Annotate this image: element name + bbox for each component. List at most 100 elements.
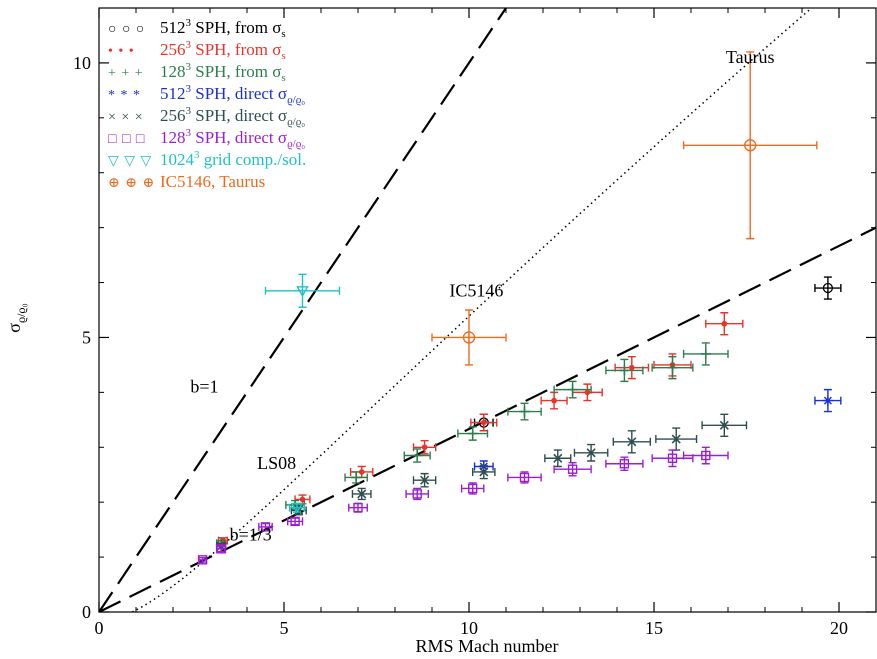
- legend-label-sup: 3: [186, 83, 192, 95]
- marker-dot: [629, 364, 635, 371]
- legend-label: 2563 SPH, direct σϱ/ϱ₀: [160, 105, 305, 128]
- y-axis-label-group: σϱ/ϱ₀: [4, 303, 28, 332]
- legend-label-sub: s: [281, 72, 285, 84]
- legend-label-rest: SPH, from σ: [191, 18, 281, 37]
- marker-square: [290, 516, 300, 527]
- error-bar: [215, 544, 227, 553]
- marker-plus: [700, 348, 711, 359]
- legend-label-main: 256: [160, 40, 186, 59]
- legend-symbols: • • •: [108, 44, 135, 59]
- legend: ○ ○ ○ 5123 SPH, from σs• • • 2563 SPH, fro…: [108, 17, 306, 191]
- error-bar: [460, 482, 485, 495]
- plot-frame: [98, 7, 877, 613]
- legend-label-rest: SPH, from σ: [191, 62, 281, 81]
- annotation-label: Taurus: [726, 47, 775, 67]
- legend-label-rest: SPH, direct σ: [191, 84, 287, 103]
- legend-label-sub: ϱ/ϱ₀: [287, 94, 305, 106]
- x-tick-label: 15: [645, 618, 663, 638]
- marker-square: [197, 555, 208, 565]
- legend-label-main: 1024: [160, 150, 195, 169]
- marker-square: [701, 450, 711, 461]
- reference-lines: [99, 8, 876, 612]
- marker-dot: [481, 419, 487, 426]
- error-bar: [651, 449, 694, 468]
- legend-label-sup: 3: [186, 105, 192, 117]
- legend-label-main: IC5146, Taurus: [160, 172, 265, 191]
- annotation-label: IC5146: [449, 280, 503, 300]
- marker-plus: [467, 428, 478, 439]
- legend-label-sup: 3: [194, 149, 200, 161]
- annotation-label: LS08: [257, 453, 296, 473]
- legend-symbols: * * *: [108, 88, 141, 103]
- legend-label-sup: 3: [186, 61, 192, 73]
- series-group: [197, 446, 729, 565]
- error-bar: [405, 487, 429, 501]
- marker-square: [519, 472, 530, 483]
- marker-cross: [479, 467, 489, 477]
- legend-label-main: 512: [160, 18, 186, 37]
- marker-dot: [584, 389, 591, 396]
- marker-cross: [357, 489, 367, 499]
- marker-square: [667, 453, 678, 463]
- marker-square: [468, 483, 478, 494]
- annotation-label: b=1: [190, 376, 218, 396]
- marker-plus: [412, 450, 423, 461]
- legend-label-main: 256: [160, 106, 186, 125]
- error-bar: [348, 502, 368, 513]
- marker-cross: [420, 475, 430, 485]
- marker-circleplus-cross: [463, 331, 475, 343]
- marker-dot: [299, 496, 306, 503]
- legend-label: IC5146, Taurus: [160, 172, 265, 191]
- marker-cross: [627, 437, 637, 447]
- marker-triangle: [296, 286, 309, 298]
- series-group: [473, 276, 842, 432]
- series-group: [473, 388, 842, 473]
- marker-circle: [822, 282, 834, 294]
- error-bar: [258, 522, 273, 531]
- marker-square: [260, 522, 271, 532]
- legend-label-main: 128: [160, 62, 186, 81]
- legend-label-sup: 3: [186, 17, 192, 29]
- marker-plus: [567, 384, 578, 395]
- marker-plus: [351, 472, 362, 483]
- legend-label-sup: 3: [186, 39, 192, 51]
- line-b-1-3: [99, 226, 876, 612]
- error-bar: [287, 517, 304, 526]
- marker-dot: [358, 469, 365, 475]
- axes: 0 5 10 15 20 0 5 10: [73, 7, 877, 638]
- marker-cross: [719, 420, 729, 430]
- series-group: [264, 273, 341, 515]
- legend-label-rest: grid comp./sol.: [200, 150, 307, 169]
- legend-label-sub: ϱ/ϱ₀: [287, 138, 305, 150]
- y-axis-label-main: σ: [4, 323, 24, 333]
- error-bar: [605, 456, 644, 472]
- marker-plus: [519, 406, 530, 417]
- y-axis-label: σϱ/ϱ₀: [4, 303, 28, 332]
- marker-dot: [721, 320, 728, 327]
- annotations: Taurus IC5146 b=1 LS08 b=1/3: [190, 47, 774, 545]
- x-axis-label: RMS Mach number: [416, 636, 559, 656]
- legend-label-rest: SPH, from σ: [191, 40, 281, 59]
- y-tick-label: 5: [82, 327, 91, 347]
- error-bar: [553, 461, 592, 477]
- marker-asterisk: [822, 395, 833, 406]
- error-bar: [814, 276, 842, 300]
- x-tick-label: 0: [95, 618, 104, 638]
- error-bar: [198, 555, 207, 564]
- marker-plus: [667, 362, 678, 373]
- legend-label: 5123 SPH, from σs: [160, 17, 286, 40]
- legend-label-main: 512: [160, 84, 186, 103]
- y-tick-label: 0: [82, 602, 91, 622]
- marker-dot: [551, 397, 557, 404]
- data-points: [197, 51, 842, 565]
- legend-symbols: ⊕ ⊕ ⊕: [108, 176, 155, 191]
- y-axis-label-sub: ϱ/ϱ₀: [14, 303, 28, 323]
- legend-label: 10243 grid comp./sol.: [160, 149, 306, 169]
- x-tick-label: 10: [460, 618, 478, 638]
- legend-label-sub: s: [281, 50, 285, 62]
- legend-label-sup: 3: [186, 127, 192, 139]
- marker-square: [353, 502, 363, 513]
- annotation-label: b=1/3: [230, 525, 272, 545]
- marker-circleplus-cross: [744, 139, 756, 151]
